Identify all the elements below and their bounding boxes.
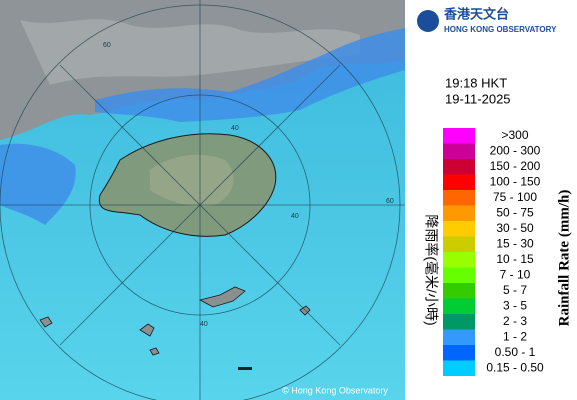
legend-label: 1 - 2 — [503, 329, 527, 343]
time: 19:18 HKT — [445, 75, 507, 90]
ring-label: 40 — [231, 125, 239, 132]
legend-label: 100 - 150 — [490, 174, 541, 188]
legend-label: 200 - 300 — [490, 143, 541, 157]
legend-swatch — [443, 360, 475, 376]
legend-label: 0.15 - 0.50 — [486, 360, 544, 374]
legend-label: 0.50 - 1 — [495, 345, 536, 359]
legend-label: 50 - 75 — [496, 205, 534, 219]
ring-label: 40 — [291, 213, 299, 220]
legend-swatch — [443, 174, 475, 190]
date: 19-11-2025 — [445, 91, 511, 106]
legend-swatch — [443, 252, 475, 268]
legend-swatch — [443, 236, 475, 252]
legend-swatch — [443, 190, 475, 206]
legend-swatch — [443, 298, 475, 314]
legend-swatch — [443, 345, 475, 361]
ring-label: 60 — [386, 198, 394, 205]
legend-label: 75 - 100 — [493, 190, 537, 204]
legend-swatch — [443, 205, 475, 221]
legend-swatch — [443, 143, 475, 159]
legend-swatch — [443, 314, 475, 330]
ring-label: 60 — [103, 42, 111, 49]
legend-swatch — [443, 267, 475, 283]
radar-map: 60 40 60 40 40 © Hong Kong Observatory — [0, 0, 405, 400]
legend-swatch — [443, 329, 475, 345]
legend-label: 5 - 7 — [503, 283, 527, 297]
legend-swatch — [443, 159, 475, 175]
legend-label: >300 — [501, 128, 528, 142]
legend-label: 7 - 10 — [500, 267, 531, 281]
legend-title-chinese: 降雨率(毫米/小時) — [423, 214, 439, 325]
legend-swatch — [443, 128, 475, 144]
legend-swatch — [443, 221, 475, 237]
logo: 香港天文台 HONG KONG OBSERVATORY — [417, 6, 557, 34]
ring-label: 40 — [200, 321, 208, 328]
legend-title-english: Rainfall Rate (mm/h) — [556, 190, 572, 327]
legend-label: 15 - 30 — [496, 236, 534, 250]
legend-swatch — [443, 283, 475, 299]
org-chinese: 香港天文台 — [443, 6, 509, 21]
copyright: © Hong Kong Observatory — [282, 385, 388, 395]
legend-label: 10 - 15 — [496, 252, 534, 266]
legend-label: 3 - 5 — [503, 298, 527, 312]
legend-label: 150 - 200 — [490, 159, 541, 173]
legend-label: 30 - 50 — [496, 221, 534, 235]
org-english: HONG KONG OBSERVATORY — [444, 25, 557, 34]
legend-label: 2 - 3 — [503, 314, 527, 328]
